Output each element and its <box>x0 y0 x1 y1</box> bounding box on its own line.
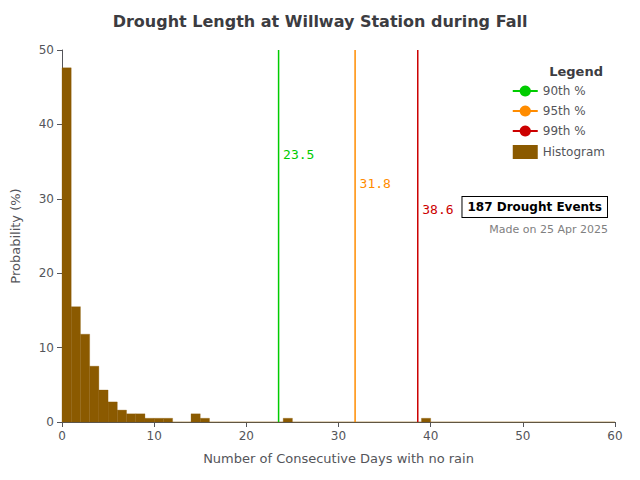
svg-text:0: 0 <box>58 429 66 443</box>
svg-text:20: 20 <box>239 429 254 443</box>
svg-text:Made on 25 Apr 2025: Made on 25 Apr 2025 <box>489 223 608 236</box>
svg-text:23.5: 23.5 <box>283 147 314 162</box>
svg-text:Probability (%): Probability (%) <box>8 188 23 283</box>
svg-text:40: 40 <box>39 117 54 131</box>
svg-text:10: 10 <box>39 341 54 355</box>
svg-text:187 Drought Events: 187 Drought Events <box>467 200 602 214</box>
svg-text:50: 50 <box>39 43 54 57</box>
svg-text:40: 40 <box>423 429 438 443</box>
svg-text:30: 30 <box>39 192 54 206</box>
svg-text:95th %: 95th % <box>543 104 586 118</box>
svg-text:20: 20 <box>39 266 54 280</box>
svg-text:Histogram: Histogram <box>543 145 605 159</box>
svg-text:Legend: Legend <box>549 64 603 79</box>
svg-text:38.6: 38.6 <box>422 202 453 217</box>
svg-text:31.8: 31.8 <box>360 176 391 191</box>
svg-text:99th %: 99th % <box>543 124 586 138</box>
svg-text:10: 10 <box>147 429 162 443</box>
svg-text:Drought Length at Willway Stat: Drought Length at Willway Station during… <box>113 12 528 31</box>
svg-text:50: 50 <box>515 429 530 443</box>
svg-text:60: 60 <box>607 429 622 443</box>
svg-text:30: 30 <box>331 429 346 443</box>
svg-text:90th %: 90th % <box>543 84 586 98</box>
svg-text:Number of Consecutive Days wit: Number of Consecutive Days with no rain <box>203 451 474 466</box>
svg-text:0: 0 <box>46 415 54 429</box>
